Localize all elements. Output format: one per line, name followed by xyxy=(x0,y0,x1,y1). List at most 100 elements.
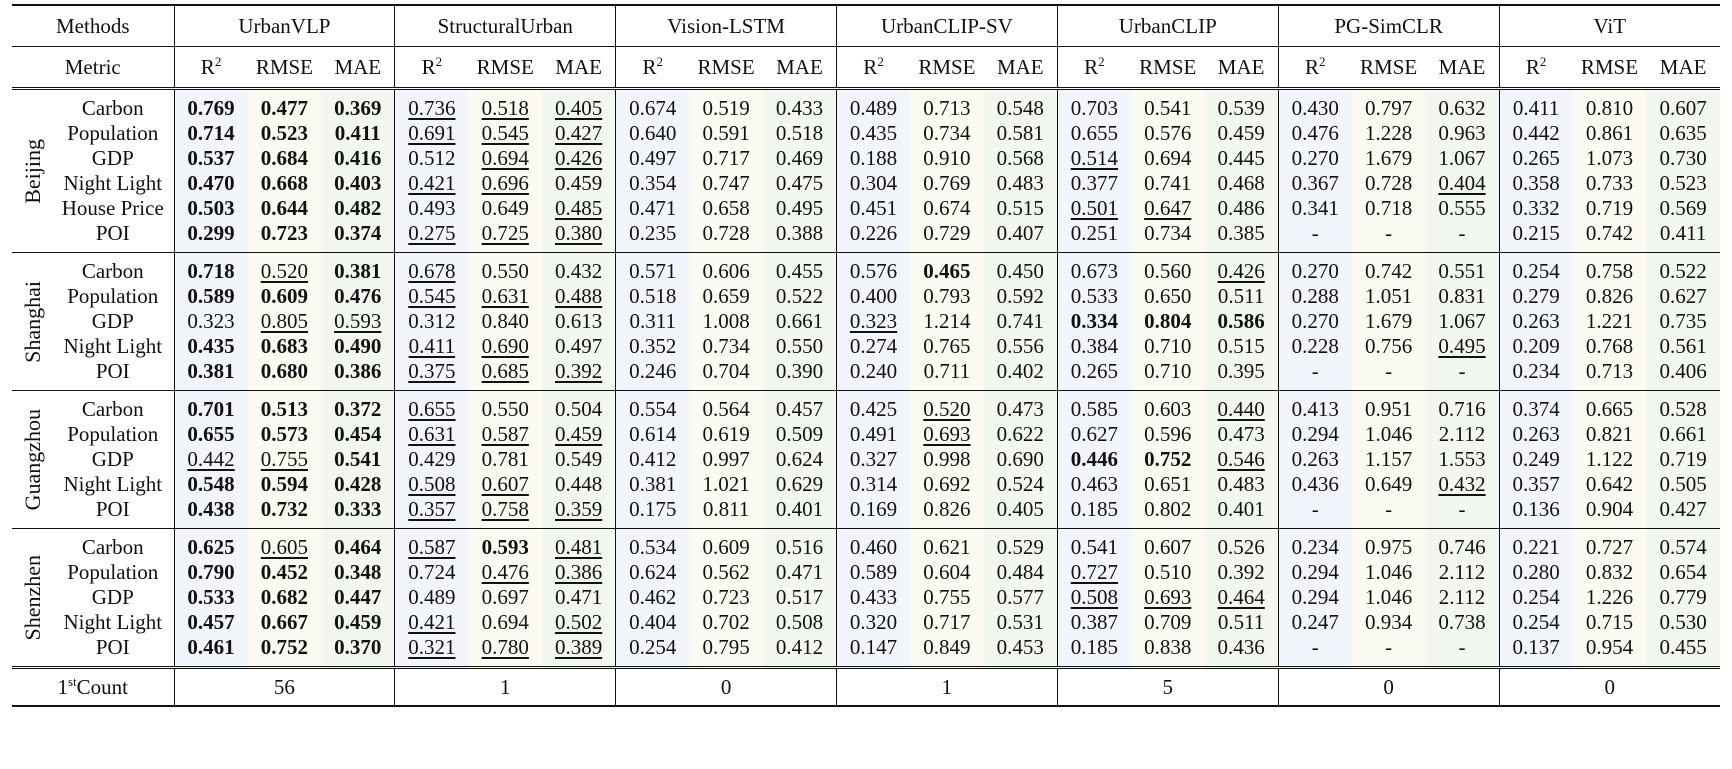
superscript: 2 xyxy=(214,53,222,69)
value-cell: 0.377 xyxy=(1056,171,1131,196)
value-cell: 0.228 xyxy=(1277,334,1352,359)
value-cell: 0.769 xyxy=(910,171,984,196)
value-cell: 0.735 xyxy=(1646,309,1720,334)
value-cell: 0.728 xyxy=(1351,171,1426,196)
value-cell: 1.221 xyxy=(1572,309,1647,334)
value-cell: 0.321 xyxy=(394,635,469,668)
value-cell: 0.477 xyxy=(247,88,322,121)
value-cell: 0.332 xyxy=(1498,196,1573,221)
base-text: R xyxy=(421,54,436,79)
value-cell: 0.752 xyxy=(247,635,322,668)
value-cell: 0.387 xyxy=(1056,610,1131,635)
value-cell: 0.433 xyxy=(762,88,837,121)
value-cell: 0.454 xyxy=(321,422,395,447)
value-cell: 1.122 xyxy=(1572,447,1647,472)
value-cell: 0.795 xyxy=(689,635,763,668)
value-cell: 0.550 xyxy=(468,252,543,284)
value-cell: 0.738 xyxy=(1425,610,1500,635)
value-cell: 0.997 xyxy=(689,447,763,472)
data-row: GDP 0.533 0.682 0.447 0.489 0.697 0.471 0.462 0.… xyxy=(12,585,1720,610)
value-cell: 0.435 xyxy=(173,334,248,359)
value-cell: 0.526 xyxy=(1204,528,1279,560)
value-cell: 0.464 xyxy=(321,528,395,560)
value-cell: 0.402 xyxy=(983,359,1058,391)
value-cell: 0.489 xyxy=(836,88,911,121)
value-cell: 0.411 xyxy=(394,334,469,359)
value-cell: 0.508 xyxy=(762,610,837,635)
value-cell: 0.445 xyxy=(1204,146,1279,171)
value-cell: 0.758 xyxy=(1572,252,1647,284)
value-cell: 0.603 xyxy=(1130,390,1205,422)
header-row: Methods UrbanVLP StructuralUrban Vision-LST… xyxy=(12,4,1720,47)
value-cell: 0.459 xyxy=(542,422,616,447)
metric-name: RMSE xyxy=(1130,46,1205,90)
value-cell: - xyxy=(1277,359,1352,391)
value-cell: 0.710 xyxy=(1130,334,1205,359)
value-cell: 0.655 xyxy=(1056,121,1131,146)
superscript: 2 xyxy=(1098,53,1105,69)
value-cell: 0.457 xyxy=(762,390,837,422)
value-cell: 0.797 xyxy=(1351,88,1426,121)
metric-name: MAE xyxy=(1204,46,1279,90)
data-row: Guangzhou Carbon 0.701 0.513 0.372 0.655 0.550… xyxy=(12,390,1720,529)
value-cell: 0.374 xyxy=(321,221,395,253)
value-cell: 0.530 xyxy=(1646,610,1720,635)
value-cell: 0.475 xyxy=(762,171,837,196)
value-cell: - xyxy=(1277,221,1352,253)
value-cell: 0.254 xyxy=(615,635,690,668)
value-cell: 0.550 xyxy=(468,390,543,422)
value-cell: 0.448 xyxy=(542,472,616,497)
value-cell: 0.520 xyxy=(910,390,984,422)
value-cell: 0.404 xyxy=(615,610,690,635)
value-cell: 0.185 xyxy=(1056,497,1131,529)
row-label: Carbon xyxy=(52,528,174,560)
value-cell: 0.515 xyxy=(1204,334,1279,359)
value-cell: 0.446 xyxy=(1056,447,1131,472)
value-cell: 0.596 xyxy=(1130,422,1205,447)
value-cell: 0.380 xyxy=(542,221,616,253)
value-cell: 0.495 xyxy=(762,196,837,221)
value-cell: - xyxy=(1351,497,1426,529)
value-cell: 0.323 xyxy=(836,309,911,334)
base-text: MAE xyxy=(555,54,602,79)
value-cell: 0.692 xyxy=(910,472,984,497)
value-cell: 0.805 xyxy=(247,309,322,334)
base-text: MAE xyxy=(1217,54,1265,79)
data-row: Population 0.655 0.573 0.454 0.631 0.587 0.459… xyxy=(12,422,1720,447)
metric-name: MAE xyxy=(1646,46,1720,90)
value-cell: 0.485 xyxy=(542,196,616,221)
data-row: Night Light 0.435 0.683 0.490 0.411 0.690 0.49… xyxy=(12,334,1720,359)
value-cell: 0.333 xyxy=(321,497,395,529)
value-cell: - xyxy=(1351,635,1426,668)
value-cell: 0.517 xyxy=(762,585,837,610)
value-cell: 0.519 xyxy=(689,88,763,121)
value-cell: 0.374 xyxy=(1498,390,1573,422)
metric-name: RMSE xyxy=(247,46,322,90)
value-cell: 0.426 xyxy=(542,146,616,171)
value-cell: 0.790 xyxy=(173,560,248,585)
value-cell: 0.682 xyxy=(247,585,322,610)
count-label: 1stCount xyxy=(12,666,174,707)
value-cell: 0.421 xyxy=(394,610,469,635)
value-cell: 0.483 xyxy=(983,171,1058,196)
value-cell: 0.736 xyxy=(394,88,469,121)
superscript: 2 xyxy=(1539,53,1547,69)
value-cell: 0.471 xyxy=(762,560,837,585)
value-cell: 0.471 xyxy=(542,585,616,610)
value-cell: 0.473 xyxy=(1204,422,1279,447)
value-cell: 0.684 xyxy=(247,146,322,171)
value-cell: 0.832 xyxy=(1572,560,1647,585)
value-cell: 0.405 xyxy=(542,88,616,121)
value-cell: 0.482 xyxy=(321,196,395,221)
value-cell: 0.486 xyxy=(1204,196,1279,221)
value-cell: 0.560 xyxy=(1130,252,1205,284)
value-cell: 0.693 xyxy=(1130,585,1205,610)
value-cell: 0.502 xyxy=(542,610,616,635)
superscript: 2 xyxy=(435,53,443,69)
value-cell: 0.515 xyxy=(983,196,1058,221)
metric-row: Metric R2 RMSE MAE R2 RMSE MAE R2 RMSE MAE R2 RMSE M… xyxy=(12,46,1720,90)
value-cell: 0.734 xyxy=(689,334,763,359)
table-wrap: Methods UrbanVLP StructuralUrban Vision-LST… xyxy=(12,4,1720,707)
value-cell: 1.021 xyxy=(689,472,763,497)
value-cell: 0.549 xyxy=(542,447,616,472)
